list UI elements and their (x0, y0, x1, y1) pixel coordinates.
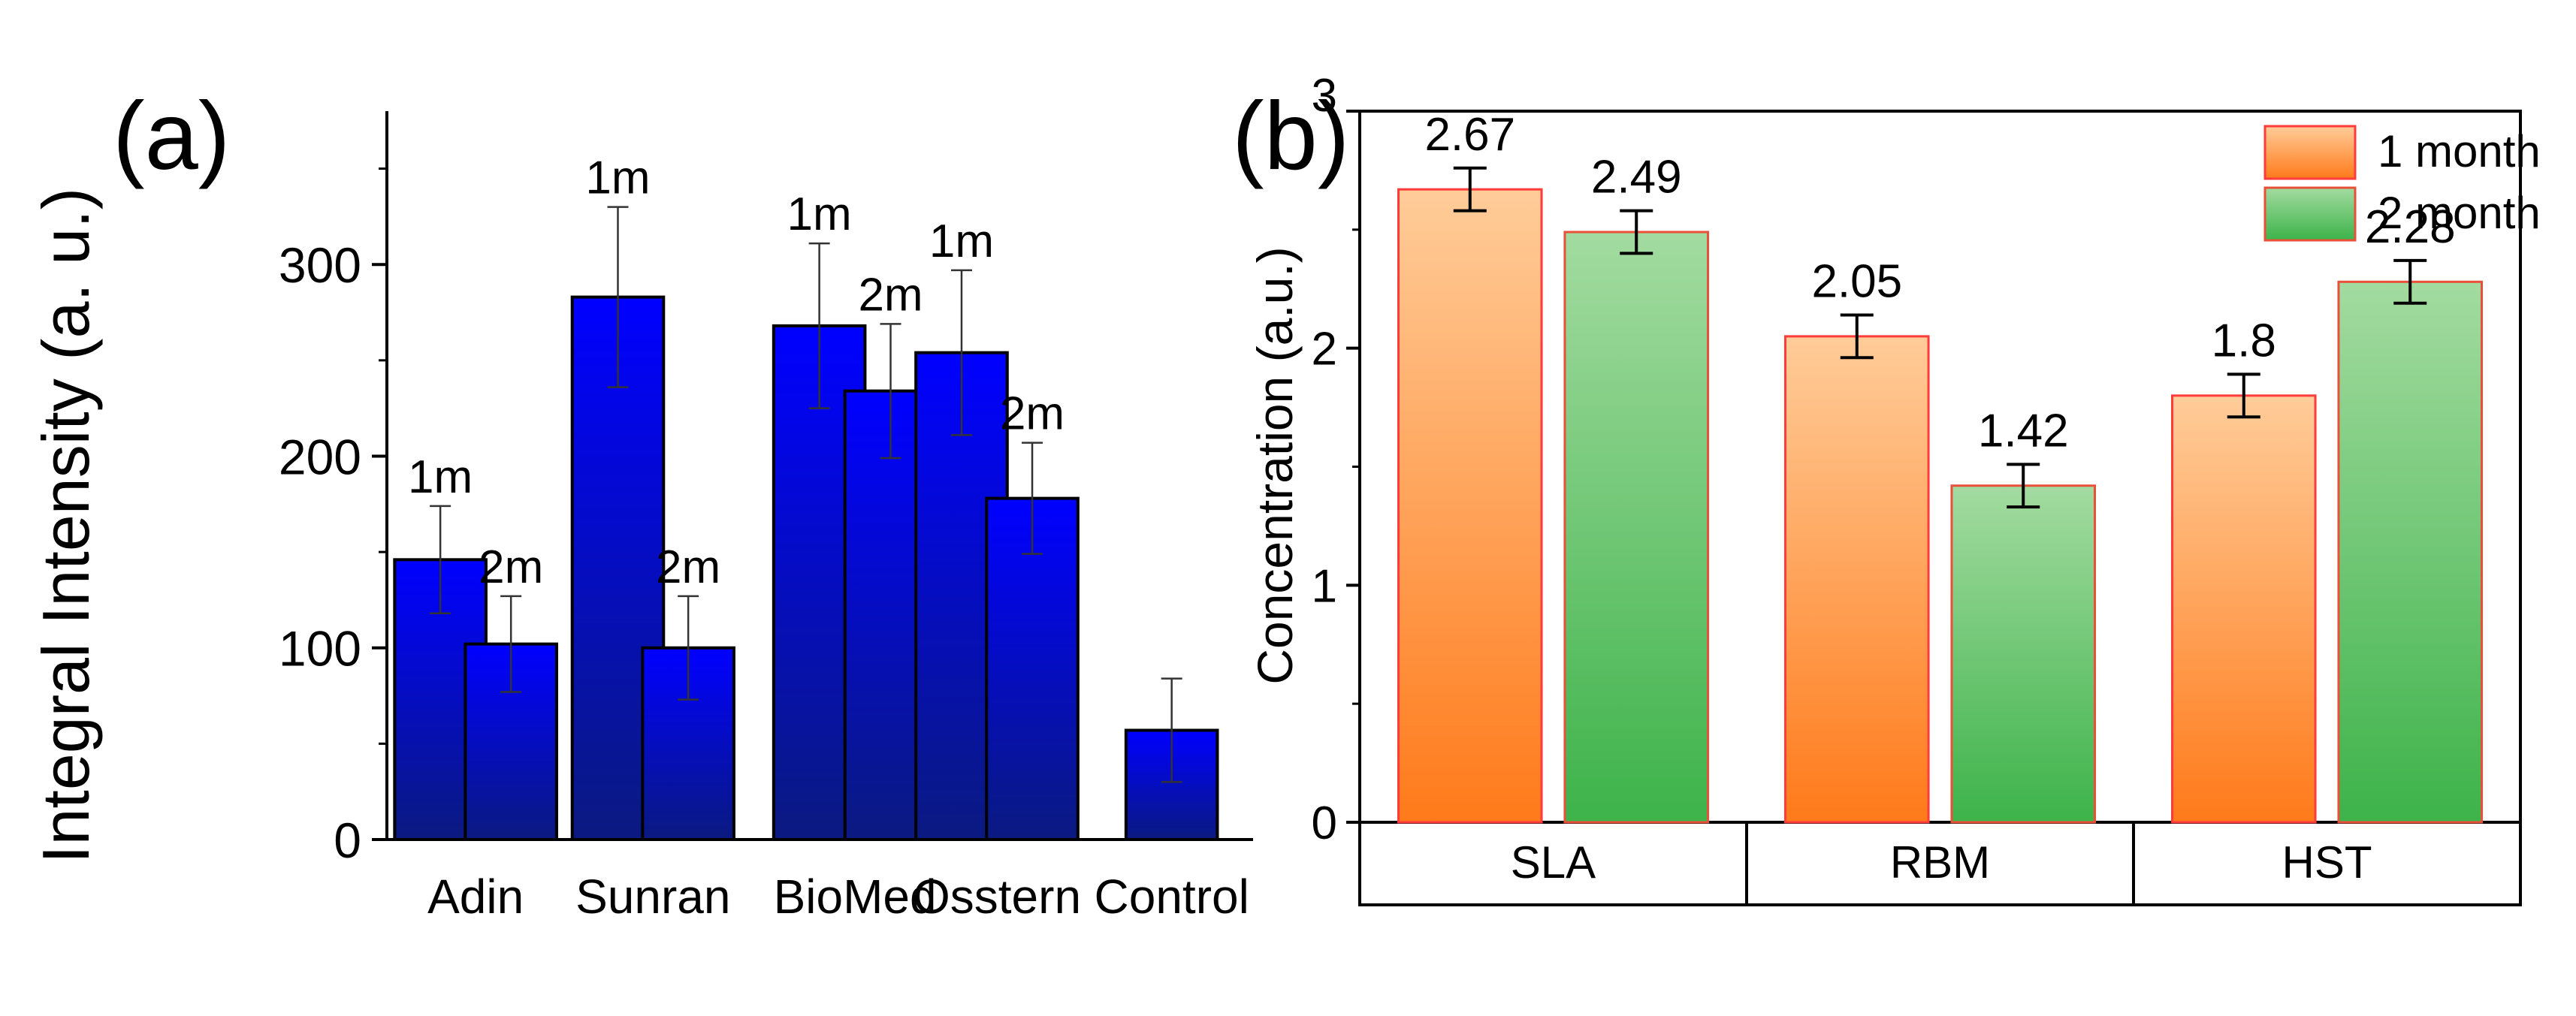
panel-b-bar-sla-2-month (1563, 231, 1709, 824)
panel-b-value-label: 1.8 (2212, 315, 2276, 366)
panel-b-bar-sla-1-month (1397, 188, 1543, 824)
panel-b-value-label: 2.05 (1811, 255, 1902, 307)
panel-b-y-tick-label: 3 (1312, 70, 1337, 122)
panel-a-bar-label: 2m (656, 541, 720, 593)
panel-a-error-bar (1161, 677, 1182, 783)
panel-b-y-tick-label: 0 (1312, 797, 1337, 849)
panel-b-x-tick-label: SLA (1511, 837, 1596, 888)
panel-a-error-bar (607, 206, 629, 388)
panel-b: (b) Concentration (a.u.) 0 1 2 3 SLA RBM HST 2… (1232, 70, 2541, 906)
panel-b-bar-rbm-2-month (1950, 484, 2096, 824)
panel-b-error-bar (2393, 258, 2427, 305)
panel-a-x-tick-label: Adin (427, 870, 524, 924)
panel-a-bar-label: 1m (585, 152, 650, 204)
panel-b-error-bar (2007, 463, 2040, 509)
panel-b-error-bar (1620, 209, 1653, 255)
panel-b-legend-swatch-2 (2263, 186, 2357, 242)
panel-a-bar-osstern-2m (985, 496, 1080, 841)
panel-a-error-bar (678, 595, 699, 701)
panel-a-error-bar (500, 595, 522, 693)
panel-a-error-bar (880, 323, 901, 460)
panel-a-x-tick-label: Control (1095, 870, 1249, 924)
panel-b-value-label: 2.67 (1424, 109, 1515, 161)
panel-a-bar-label: 1m (787, 188, 852, 240)
panel-a-x-tick-label: BioMed (774, 870, 937, 924)
panel-a-y-tick-label: 100 (279, 621, 361, 677)
panel-b-bar-hst-2-month (2337, 280, 2483, 824)
panel-b-label: (b) (1232, 83, 1349, 190)
panel-a-bar-label: 2m (858, 269, 923, 321)
panel-b-value-label: 1.42 (1978, 405, 2069, 457)
panel-a-y-tick-label: 0 (334, 812, 361, 868)
panel-b-y-axis-label: Concentration (a.u.) (1247, 246, 1303, 684)
panel-b-error-bar (1453, 166, 1487, 213)
panel-a-bar-label: 2m (1000, 388, 1065, 440)
panel-a-y-tick-label: 300 (279, 237, 361, 293)
panel-b-bar-rbm-1-month (1784, 335, 1930, 824)
panel-a-error-bar (950, 269, 972, 436)
panel-a-x-tick-label: Sunran (575, 870, 730, 924)
panel-a-bar-label: 2m (479, 541, 543, 593)
panel-b-value-label: 2.28 (2365, 201, 2456, 253)
panel-b-y-tick-label: 1 (1312, 560, 1337, 612)
panel-b-error-bar (1840, 313, 1874, 360)
panel-a-bar-label: 1m (408, 451, 473, 503)
panel-a: (a) Integral Intensity (a. u.) 0 100 200 30… (29, 83, 1253, 924)
panel-b-bar-hst-1-month (2171, 394, 2317, 824)
panel-b-plot-frame (1358, 110, 2522, 906)
panel-a-error-bar (808, 242, 830, 409)
panel-a-bar-adin-2m (464, 642, 558, 841)
panel-b-value-label: 2.49 (1591, 152, 1682, 204)
panel-a-error-bar (430, 505, 451, 615)
panel-b-error-bar (2227, 372, 2260, 419)
panel-a-y-axis-label: Integral Intensity (a. u.) (29, 188, 103, 864)
panel-b-y-tick-label: 2 (1312, 324, 1337, 375)
panel-b-x-tick-label: HST (2282, 837, 2372, 888)
panel-a-y-tick-label: 200 (279, 429, 361, 484)
panel-a-label: (a) (113, 83, 230, 190)
panel-b-legend-label: 2 month (2378, 188, 2541, 238)
panel-a-bar-label: 1m (929, 216, 994, 267)
panel-b-legend-swatch-1 (2263, 125, 2357, 180)
panel-a-x-tick-label: Osstern (913, 870, 1081, 924)
panel-b-legend-label: 1 month (2378, 126, 2541, 176)
panel-a-error-bar (1022, 442, 1043, 555)
panel-b-x-tick-label: RBM (1890, 837, 1990, 888)
